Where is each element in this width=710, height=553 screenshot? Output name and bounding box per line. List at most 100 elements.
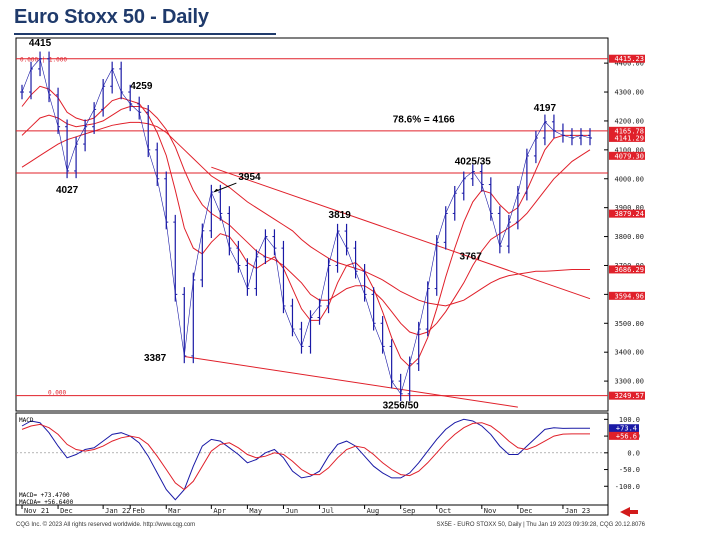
fib-label: 0.000 | 1.000 xyxy=(20,57,67,64)
macd-ytick-label: -100.0 xyxy=(615,483,640,491)
level-tag-label: 3249.57 xyxy=(614,392,644,400)
price-ytick-label: 3300.00 xyxy=(614,378,644,386)
macd-label: MACD xyxy=(19,417,34,424)
xtick-label: Jun xyxy=(285,507,298,515)
chart-title: Euro Stoxx 50 - Daily xyxy=(14,6,209,28)
price-bar xyxy=(425,281,430,337)
xtick-label: May xyxy=(249,507,262,515)
trendline xyxy=(184,356,518,408)
level-tag xyxy=(609,291,645,300)
level-tag-label: 3594.96 xyxy=(614,292,644,300)
price-bar xyxy=(191,272,196,364)
footer-info: SX5E - EURO STOXX 50, Daily | Thu Jan 19… xyxy=(437,522,646,528)
xtick-label: Dec xyxy=(60,507,73,515)
price-bar xyxy=(20,84,24,100)
moving-average-2 xyxy=(21,106,591,336)
price-ytick-label: 4200.00 xyxy=(614,117,644,125)
title-underline xyxy=(14,33,276,35)
macd-readout: MACD= +73.4700 xyxy=(19,492,70,499)
level-tag xyxy=(609,54,645,63)
price-ytick-label: 3500.00 xyxy=(614,320,644,328)
scroll-left-arrow-tail xyxy=(629,510,638,514)
price-bar xyxy=(588,128,592,146)
level-tag-label: 3879.24 xyxy=(614,210,644,218)
xtick-label: Jan 22 xyxy=(105,507,130,515)
level-tag-label: 4079.30 xyxy=(614,152,644,160)
price-annotation: 3387 xyxy=(144,353,167,364)
price-bar xyxy=(272,229,277,256)
price-ytick-label: 4000.00 xyxy=(614,175,644,183)
price-ytick-label: 4300.00 xyxy=(614,89,644,97)
price-bar xyxy=(38,51,43,77)
trendline xyxy=(211,166,591,300)
close-line xyxy=(21,58,591,395)
price-bar xyxy=(434,235,439,296)
price-bar xyxy=(200,223,205,288)
scroll-left-arrow-icon[interactable] xyxy=(620,507,630,517)
xtick-label: Apr xyxy=(213,507,226,515)
macda-readout: MACDA= +56.6400 xyxy=(19,499,74,506)
price-bar xyxy=(65,119,70,179)
price-bar xyxy=(137,96,142,120)
price-bar xyxy=(236,240,241,273)
level-tag xyxy=(609,209,645,218)
moving-average-3 xyxy=(21,121,590,307)
macd-series-macda xyxy=(21,422,590,491)
level-tag xyxy=(609,391,645,400)
price-bar xyxy=(479,164,484,192)
level-tag xyxy=(609,133,645,142)
price-bar xyxy=(146,105,151,158)
footer-copyright: CQG Inc. © 2023 All rights reserved worl… xyxy=(16,521,195,528)
xtick-label: Nov xyxy=(484,507,497,515)
price-bar xyxy=(83,119,88,152)
price-annotation: 4025/35 xyxy=(455,156,492,167)
price-annotation: 4415 xyxy=(29,38,52,49)
level-tag-label: 4415.23 xyxy=(614,55,644,63)
price-bar xyxy=(353,240,358,279)
price-bar xyxy=(173,214,178,302)
xtick-label: Nov 21 xyxy=(24,507,49,515)
level-tag xyxy=(609,151,645,160)
price-annotation: 78.6% = 4166 xyxy=(393,114,455,125)
macd-value-tag xyxy=(609,424,639,433)
xtick-label: Aug xyxy=(367,507,380,515)
macd-value-tag xyxy=(609,431,639,440)
xtick-label: Jan 23 xyxy=(565,507,590,515)
macd-series-macd xyxy=(21,418,590,501)
price-annotation: 3767 xyxy=(460,252,483,263)
price-annotation: 4259 xyxy=(130,81,153,92)
price-panel-frame xyxy=(15,37,609,412)
level-tag xyxy=(609,126,645,135)
macd-value-tag-label: +56.6 xyxy=(616,432,637,440)
xtick-label: Dec xyxy=(520,507,533,515)
macd-panel-frame xyxy=(15,412,609,506)
price-ytick-label: 4400.00 xyxy=(614,60,644,68)
price-ytick-label: 4100.00 xyxy=(614,146,644,154)
price-annotation: 4027 xyxy=(56,185,79,196)
price-bar xyxy=(182,287,187,364)
axes: 3300.003400.003500.003600.003700.003800.… xyxy=(21,54,645,515)
moving-average-1 xyxy=(21,85,590,368)
xtick-label: Jul xyxy=(322,507,335,515)
price-ytick-label: 3900.00 xyxy=(614,204,644,212)
price-bar xyxy=(326,258,331,314)
level-tag-label: 4141.29 xyxy=(614,134,644,142)
price-plot: 0.000 | 1.000 0.000 4415 4259 4027 3954 3819 78… xyxy=(16,38,608,412)
price-bar xyxy=(209,184,214,239)
level-tag xyxy=(609,265,645,274)
xtick-label: Feb xyxy=(132,507,145,515)
price-bar xyxy=(47,51,52,103)
macd-ytick-label: 100.0 xyxy=(619,416,640,424)
price-bar xyxy=(263,229,268,265)
time-axis-band xyxy=(15,504,609,516)
price-bar xyxy=(317,298,322,325)
xtick-label: Mar xyxy=(168,507,181,515)
xtick-label: Sep xyxy=(403,507,416,515)
macd-plot xyxy=(16,418,608,501)
annotation-arrow-head-icon xyxy=(213,188,220,193)
level-tag-label: 4165.78 xyxy=(614,127,644,135)
macd-ytick-label: -50.0 xyxy=(619,466,640,474)
price-bar xyxy=(92,102,97,134)
price-annotation: 4197 xyxy=(534,103,557,114)
